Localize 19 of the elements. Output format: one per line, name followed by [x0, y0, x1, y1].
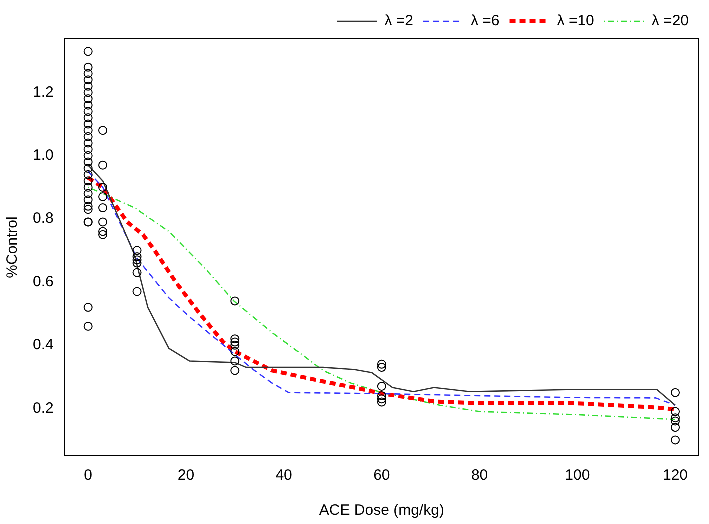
- legend-label: λ =2: [384, 12, 414, 30]
- x-tick-label: 100: [565, 467, 590, 484]
- x-axis-title: ACE Dose (mg/kg): [319, 502, 444, 520]
- x-tick-label: 40: [276, 467, 292, 484]
- legend-label: λ =20: [652, 12, 690, 30]
- y-tick-label: 0.8: [32, 210, 54, 228]
- y-tick-label: 1.2: [32, 84, 54, 101]
- y-tick-label: 1.0: [32, 147, 54, 164]
- legend-label: λ =10: [557, 12, 594, 30]
- x-tick-label: 80: [471, 467, 488, 484]
- y-tick-label: 0.6: [32, 273, 54, 290]
- y-tick-label: 0.2: [32, 400, 54, 417]
- legend-label: λ =6: [471, 12, 500, 30]
- x-tick-label: 0: [84, 467, 93, 484]
- y-tick-label: 0.4: [32, 336, 54, 354]
- x-tick-label: 60: [374, 467, 390, 484]
- y-axis-title: %Control: [4, 216, 22, 278]
- x-tick-label: 120: [662, 467, 688, 484]
- x-tick-label: 20: [178, 467, 195, 484]
